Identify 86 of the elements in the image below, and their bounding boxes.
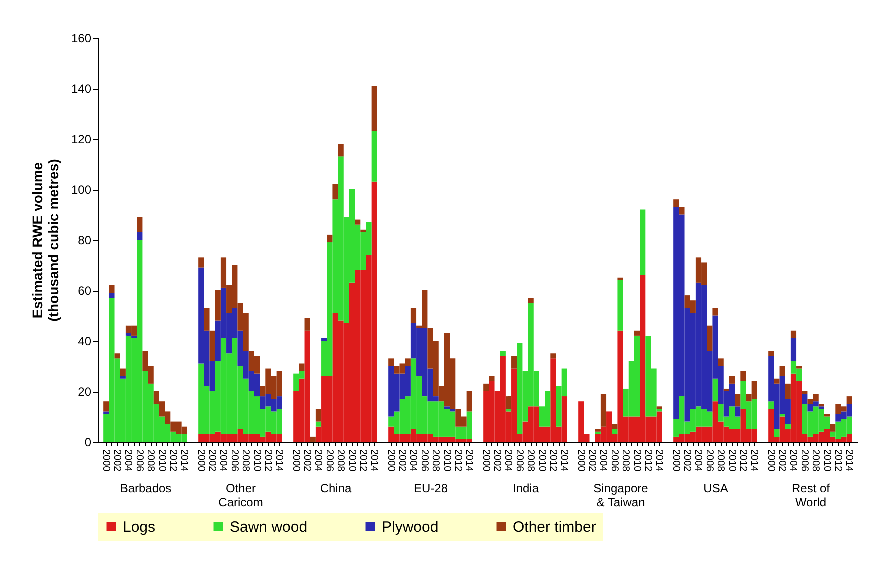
y-tick-label: 40 (78, 334, 92, 348)
x-tick-label: 2002 (302, 450, 313, 472)
x-tick-label: 2004 (312, 450, 324, 472)
legend-label: Other timber (513, 518, 596, 536)
x-tick-label: 2008 (430, 450, 442, 472)
x-tick-label: 2002 (112, 450, 123, 472)
x-tick-label: 2000 (765, 450, 776, 472)
x-tick-label: 2004 (122, 450, 134, 472)
x-tick-label: 2000 (290, 450, 302, 472)
x-tick-label: 2006 (704, 450, 715, 472)
x-tick-label: 2006 (514, 450, 525, 472)
x-tick-label: 2006 (798, 450, 810, 472)
x-tick-label: 2004 (598, 450, 609, 472)
x-tick-label: 2008 (620, 450, 632, 472)
x-tick-label: 2012 (167, 450, 178, 472)
x-axis-title: China (320, 482, 352, 496)
x-tick-label: 2008 (810, 450, 822, 472)
x-axis-title: EU-28 (414, 482, 448, 496)
x-tick-label: 2004 (408, 450, 419, 472)
x-tick-label: 2010 (536, 450, 548, 472)
x-tick-label: 2000 (385, 450, 396, 472)
x-tick-label: 2014 (368, 450, 380, 472)
y-tick-label: 100 (71, 183, 92, 197)
x-tick-label: 2010 (251, 450, 262, 472)
x-tick-label: 2006 (608, 450, 620, 472)
x-axis-title: Singapore & Taiwan (594, 482, 649, 510)
x-tick-label: 2002 (492, 450, 503, 472)
x-tick-label: 2004 (692, 450, 704, 472)
x-tick-label: 2008 (145, 450, 156, 472)
x-tick-label: 2006 (228, 450, 240, 472)
x-axis-title: Other Caricom (218, 482, 264, 510)
x-tick-label: 2014 (748, 450, 760, 472)
y-axis-title: Estimated RWE volume (thousand cubic metres) (29, 159, 62, 322)
y-tick-label: 0 (84, 436, 92, 450)
x-tick-label: 2012 (737, 450, 748, 472)
x-tick-label: 2004 (218, 450, 229, 472)
x-tick-label: 2008 (335, 450, 346, 472)
y-tick-label: 160 (71, 32, 92, 46)
x-tick-label: 2002 (396, 450, 408, 472)
x-tick-label: 2004 (788, 450, 799, 472)
x-tick-label: 2012 (357, 450, 368, 472)
x-tick-label: 2006 (418, 450, 430, 472)
x-tick-label: 2014 (274, 450, 285, 472)
x-axis-title: Barbados (120, 482, 172, 496)
x-tick-label: 2000 (670, 450, 682, 472)
x-tick-label: 2006 (134, 450, 145, 472)
y-tick-label: 60 (78, 284, 92, 298)
x-tick-label: 2012 (642, 450, 654, 472)
x-tick-label: 2002 (682, 450, 693, 472)
x-axis-title: USA (704, 482, 728, 496)
x-tick-label: 2006 (324, 450, 335, 472)
x-axis-title: Rest of World (792, 482, 831, 510)
x-tick-label: 2002 (206, 450, 218, 472)
x-tick-label: 2000 (195, 450, 206, 472)
legend-label: Plywood (382, 518, 439, 536)
y-tick-label: 120 (71, 132, 92, 146)
y-tick-label: 20 (78, 385, 92, 399)
x-tick-label: 2002 (776, 450, 788, 472)
x-tick-label: 2008 (240, 450, 252, 472)
x-tick-label: 2012 (832, 450, 844, 472)
x-tick-label: 2000 (575, 450, 586, 472)
x-tick-label: 2008 (525, 450, 536, 472)
x-tick-label: 2010 (346, 450, 358, 472)
x-tick-label: 2010 (726, 450, 738, 472)
x-tick-label: 2000 (480, 450, 492, 472)
x-tick-label: 2014 (654, 450, 665, 472)
x-tick-label: 2014 (558, 450, 570, 472)
x-tick-label: 2012 (547, 450, 558, 472)
legend-label: Logs (123, 518, 156, 536)
x-tick-label: 2004 (502, 450, 514, 472)
y-tick-label: 80 (78, 234, 92, 248)
x-tick-label: 2010 (821, 450, 832, 472)
x-axis-title: India (512, 482, 540, 496)
x-tick-label: 2000 (100, 450, 112, 472)
x-tick-label: 2014 (464, 450, 475, 472)
x-tick-label: 2014 (844, 450, 855, 472)
x-tick-label: 2012 (262, 450, 274, 472)
x-tick-label: 2010 (156, 450, 168, 472)
x-tick-label: 2010 (631, 450, 642, 472)
x-tick-label: 2002 (586, 450, 598, 472)
y-tick-label: 140 (71, 82, 92, 96)
x-tick-label: 2008 (715, 450, 726, 472)
legend-label: Sawn wood (230, 518, 308, 536)
x-tick-label: 2014 (178, 450, 190, 472)
x-tick-label: 2012 (452, 450, 464, 472)
x-tick-label: 2010 (441, 450, 452, 472)
